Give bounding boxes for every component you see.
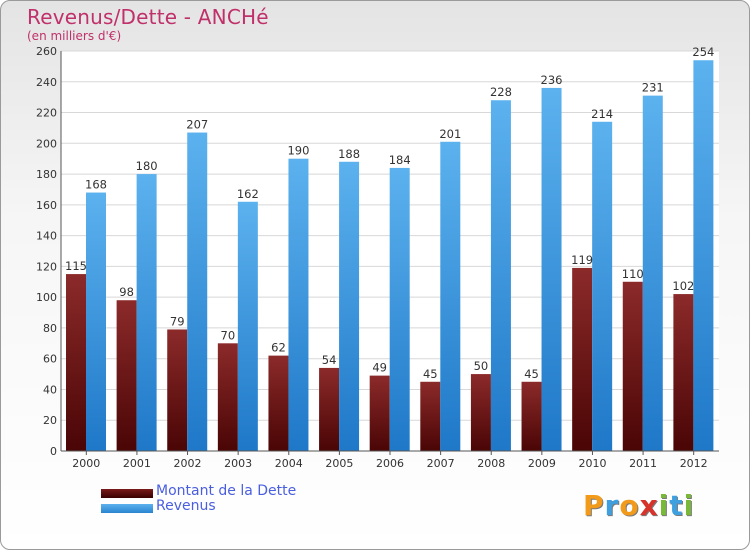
bar-revenus-2000 <box>86 192 106 452</box>
x-tick-label: 2007 <box>427 457 455 470</box>
logo-letter: x <box>639 489 659 522</box>
legend-label-revenus: Revenus <box>156 498 216 514</box>
y-tick-label: 0 <box>50 445 57 458</box>
y-tick-label: 60 <box>43 353 57 366</box>
data-label-revenus: 180 <box>136 159 158 173</box>
x-tick-label: 2002 <box>174 457 202 470</box>
x-tick-label: 2009 <box>528 457 556 470</box>
data-label-revenus: 236 <box>541 73 563 87</box>
bar-revenus-2006 <box>389 167 410 451</box>
data-label-revenus: 168 <box>85 178 107 192</box>
y-tick-label: 260 <box>36 45 57 58</box>
x-tick-label: 2012 <box>680 457 708 470</box>
bar-dette-2009 <box>521 381 542 451</box>
bars-layer <box>66 60 714 452</box>
x-tick-label: 2010 <box>578 457 606 470</box>
bar-revenus-2010 <box>592 121 613 452</box>
x-tick-label: 2011 <box>629 457 657 470</box>
data-label-dette: 115 <box>65 259 87 273</box>
data-label-revenus: 228 <box>490 85 512 99</box>
y-tick-label: 220 <box>36 107 57 120</box>
bar-revenus-2001 <box>136 174 157 452</box>
bar-dette-2011 <box>622 281 643 451</box>
data-label-revenus: 188 <box>338 147 360 161</box>
axis-layer: 0 20 40 60 80 100 120 140 160 180 200 220 240 260 2000… <box>36 45 719 470</box>
data-label-dette: 110 <box>622 267 644 281</box>
data-label-dette: 50 <box>474 359 489 373</box>
logo-letter: t <box>669 489 684 522</box>
bar-revenus-2003 <box>237 201 258 451</box>
x-tick-label: 2004 <box>275 457 303 470</box>
data-label-dette: 79 <box>170 314 185 328</box>
legend-swatch-dette <box>101 489 153 498</box>
bar-revenus-2008 <box>490 100 511 451</box>
bar-revenus-2004 <box>288 158 309 451</box>
logo-letter: r <box>604 489 620 522</box>
data-label-dette: 70 <box>221 328 236 342</box>
y-tick-label: 200 <box>36 137 57 150</box>
bar-revenus-2002 <box>187 132 208 452</box>
data-label-revenus: 201 <box>439 127 461 141</box>
data-label-dette: 49 <box>372 361 387 375</box>
y-tick-label: 240 <box>36 76 57 89</box>
labels-layer: 115 168 98 180 79 207 70 162 62 190 54 188 49 184 45 20… <box>65 45 714 381</box>
logo-letter: P <box>583 489 605 522</box>
logo-letter: o <box>619 489 640 522</box>
bar-dette-2001 <box>116 300 137 451</box>
x-tick-label: 2008 <box>477 457 505 470</box>
data-label-dette: 98 <box>119 285 134 299</box>
data-label-dette: 62 <box>271 341 286 355</box>
legend-swatch-revenus <box>101 504 153 513</box>
x-tick-label: 2006 <box>376 457 404 470</box>
bar-dette-2000 <box>66 274 86 451</box>
logo-letter: i <box>658 489 670 522</box>
y-tick-label: 160 <box>36 199 57 212</box>
y-tick-label: 20 <box>43 414 57 427</box>
data-label-dette: 119 <box>571 253 593 267</box>
data-label-revenus: 190 <box>287 144 309 158</box>
data-label-dette: 45 <box>524 367 539 381</box>
bar-dette-2004 <box>268 355 289 451</box>
data-label-revenus: 214 <box>591 107 613 121</box>
data-label-dette: 102 <box>672 279 694 293</box>
x-tick-label: 2005 <box>325 457 353 470</box>
bar-dette-2002 <box>167 329 188 451</box>
y-tick-label: 100 <box>36 291 57 304</box>
y-tick-label: 180 <box>36 168 57 181</box>
chart-title: Revenus/Dette - ANCHé <box>27 5 269 29</box>
bar-revenus-2009 <box>541 87 562 451</box>
x-tick-label: 2001 <box>123 457 151 470</box>
data-label-revenus: 162 <box>237 187 259 201</box>
bar-dette-2006 <box>369 375 390 451</box>
data-label-revenus: 254 <box>692 45 714 59</box>
x-tick-label: 2000 <box>72 457 100 470</box>
data-label-revenus: 231 <box>642 81 664 95</box>
bar-dette-2008 <box>470 374 491 451</box>
y-tick-label: 40 <box>43 383 57 396</box>
bar-revenus-2007 <box>440 141 461 451</box>
bar-revenus-2012 <box>693 60 714 451</box>
y-tick-label: 140 <box>36 230 57 243</box>
data-label-revenus: 207 <box>186 118 208 132</box>
bar-dette-2007 <box>420 381 441 451</box>
bar-dette-2003 <box>217 343 238 451</box>
x-tick-label: 2003 <box>224 457 252 470</box>
y-tick-label: 80 <box>43 322 57 335</box>
bar-dette-2012 <box>673 294 694 451</box>
bar-dette-2010 <box>572 267 593 451</box>
bar-dette-2005 <box>319 367 340 451</box>
bar-revenus-2005 <box>339 161 360 451</box>
proxiti-logo: Proxiti <box>583 489 694 522</box>
chart-subtitle: (en milliers d'€) <box>27 29 122 43</box>
bar-revenus-2011 <box>642 95 663 451</box>
data-label-revenus: 184 <box>389 153 411 167</box>
data-label-dette: 54 <box>322 353 337 367</box>
y-tick-label: 120 <box>36 260 57 273</box>
logo-letter: i <box>683 489 695 522</box>
legend-label-dette: Montant de la Dette <box>156 483 297 499</box>
data-label-dette: 45 <box>423 367 438 381</box>
